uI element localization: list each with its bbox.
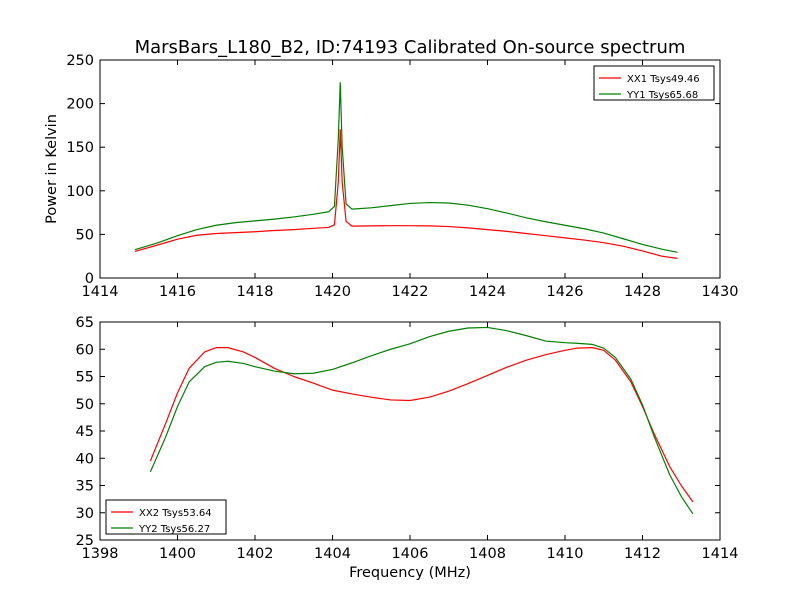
x-axis-label-bottom: Frequency (MHz)	[349, 565, 471, 581]
legend-label-bottom-2: YY2 Tsys56.27	[138, 524, 210, 535]
y-tick-label-top: 250	[66, 53, 94, 69]
x-tick-label-bottom: 1412	[624, 546, 661, 562]
legend-label-top-1: XX1 Tsys49.46	[627, 74, 700, 85]
y-tick-label-top: 0	[85, 271, 94, 287]
x-tick-label-top: 1426	[547, 284, 584, 300]
axes-frame-top	[99, 59, 721, 279]
x-tick-label-bottom: 1406	[392, 546, 429, 562]
axes-frame-bottom	[99, 321, 721, 541]
chart-panel-bottom: 1398 1400 1402 1404 1406 1408 1410 1412 1414 25 30…	[76, 315, 739, 581]
x-tick-label-bottom: 1400	[159, 546, 196, 562]
legend-bottom: XX2 Tsys53.64 YY2 Tsys56.27	[105, 499, 227, 535]
x-tick-label-bottom: 1408	[469, 546, 506, 562]
x-tick-label-bottom: 1402	[237, 546, 274, 562]
y-tick-label-bottom: 25	[76, 533, 94, 549]
x-tick-label-top: 1430	[702, 284, 739, 300]
y-tick-label-bottom: 65	[76, 315, 94, 331]
x-tick-label-top: 1416	[159, 284, 196, 300]
legend-top: XX1 Tsys49.46 YY1 Tsys65.68	[593, 65, 715, 101]
x-tick-label-bottom: 1410	[547, 546, 584, 562]
y-tick-label-bottom: 55	[76, 370, 94, 386]
y-tick-label-top: 100	[66, 184, 94, 200]
y-tick-label-bottom: 60	[76, 342, 94, 358]
y-tick-label-top: 200	[66, 97, 94, 113]
series-line-top-2	[134, 82, 678, 253]
y-tick-label-top: 50	[76, 227, 94, 243]
plot-area-top: 1414 1416 1418 1420 1422 1424 1426 1428 1430 0 50 1…	[66, 53, 738, 300]
x-tick-label-top: 1420	[314, 284, 351, 300]
legend-label-bottom-1: XX2 Tsys53.64	[139, 508, 212, 519]
plot-area-bottom: 1398 1400 1402 1404 1406 1408 1410 1412 1414 25 30…	[76, 315, 739, 562]
series-line-bottom-1	[149, 347, 694, 503]
y-axis-label-top: Power in Kelvin	[44, 114, 60, 224]
y-tick-label-bottom: 50	[76, 397, 94, 413]
chart-title: MarsBars_L180_B2, ID:74193 Calibrated On…	[135, 37, 686, 58]
series-line-top-1	[134, 129, 678, 259]
x-tick-label-bottom: 1404	[314, 546, 351, 562]
y-tick-label-bottom: 30	[76, 506, 94, 522]
x-tick-label-top: 1428	[624, 284, 661, 300]
y-tick-label-top: 150	[66, 140, 94, 156]
y-tick-label-bottom: 40	[76, 451, 94, 467]
y-tick-label-bottom: 35	[76, 479, 94, 495]
y-tick-label-bottom: 45	[76, 424, 94, 440]
x-tick-label-top: 1418	[237, 284, 274, 300]
legend-label-top-2: YY1 Tsys65.68	[626, 90, 698, 101]
x-tick-label-top: 1414	[82, 284, 119, 300]
x-tick-label-top: 1422	[392, 284, 429, 300]
x-tick-label-top: 1424	[469, 284, 506, 300]
chart-panel-top: MarsBars_L180_B2, ID:74193 Calibrated On…	[44, 37, 738, 300]
x-tick-label-bottom: 1414	[702, 546, 739, 562]
x-tick-label-bottom: 1398	[82, 546, 119, 562]
series-line-bottom-2	[149, 326, 694, 515]
